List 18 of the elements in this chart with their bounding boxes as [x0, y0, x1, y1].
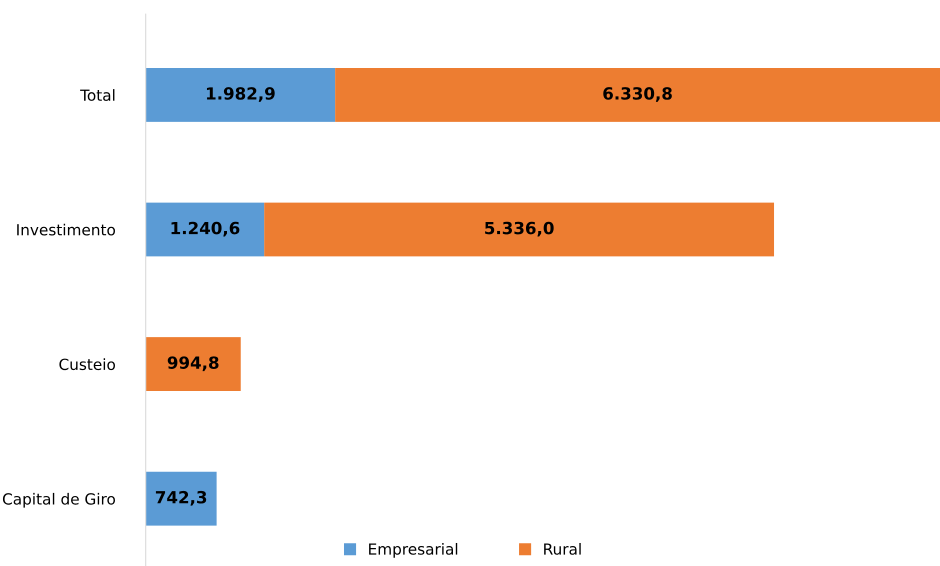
data-label: 1.240,6 — [172, 222, 240, 236]
y-tick-label: Custeio — [59, 358, 116, 370]
bar — [264, 202, 774, 256]
data-label: 5.336,0 — [485, 222, 554, 236]
data-label: 6.330,8 — [603, 87, 672, 102]
legend-label: Empresarial — [369, 542, 458, 558]
data-label: 1.982,9 — [206, 87, 275, 102]
bar — [146, 202, 264, 256]
bar — [146, 68, 336, 122]
data-label: 742,3 — [156, 490, 206, 506]
y-tick-label: Capital de Giro — [2, 492, 116, 508]
y-tick-label: Total — [80, 89, 114, 101]
bar — [146, 472, 217, 526]
y-tick-label: Investimento — [17, 224, 116, 236]
legend-label: Rural — [544, 542, 581, 555]
bar — [335, 68, 940, 122]
data-label: 994,8 — [168, 356, 219, 372]
bar — [146, 337, 241, 392]
